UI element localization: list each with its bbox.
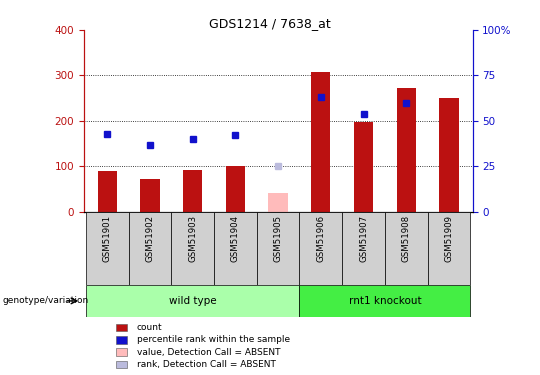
Bar: [397, 88, 416, 212]
Bar: [116, 336, 127, 344]
Text: GSM51905: GSM51905: [274, 215, 282, 262]
Bar: [300, 212, 342, 285]
Bar: [116, 348, 127, 356]
Text: GSM51904: GSM51904: [231, 215, 240, 262]
Text: GDS1214 / 7638_at: GDS1214 / 7638_at: [209, 17, 331, 30]
Bar: [440, 98, 458, 212]
Text: GSM51906: GSM51906: [316, 215, 325, 262]
Bar: [214, 212, 256, 285]
Bar: [385, 212, 428, 285]
Bar: [300, 285, 470, 317]
Text: GSM51909: GSM51909: [444, 215, 454, 262]
Text: GSM51908: GSM51908: [402, 215, 411, 262]
Bar: [86, 285, 300, 317]
Bar: [256, 212, 300, 285]
Text: genotype/variation: genotype/variation: [3, 296, 89, 305]
Bar: [226, 166, 245, 212]
Bar: [98, 171, 117, 212]
Text: value, Detection Call = ABSENT: value, Detection Call = ABSENT: [137, 348, 280, 357]
Bar: [428, 212, 470, 285]
Text: GSM51903: GSM51903: [188, 215, 197, 262]
Text: GSM51901: GSM51901: [103, 215, 112, 262]
Bar: [183, 170, 202, 212]
Bar: [86, 212, 129, 285]
Text: percentile rank within the sample: percentile rank within the sample: [137, 335, 290, 344]
Bar: [116, 324, 127, 331]
Text: rank, Detection Call = ABSENT: rank, Detection Call = ABSENT: [137, 360, 275, 369]
Bar: [171, 212, 214, 285]
Bar: [140, 179, 159, 212]
Bar: [129, 212, 171, 285]
Text: count: count: [137, 323, 162, 332]
Bar: [311, 72, 330, 212]
Bar: [354, 122, 373, 212]
Text: wild type: wild type: [169, 296, 217, 306]
Bar: [342, 212, 385, 285]
Bar: [268, 193, 288, 212]
Text: GSM51907: GSM51907: [359, 215, 368, 262]
Text: rnt1 knockout: rnt1 knockout: [349, 296, 421, 306]
Bar: [116, 361, 127, 368]
Text: GSM51902: GSM51902: [145, 215, 154, 262]
